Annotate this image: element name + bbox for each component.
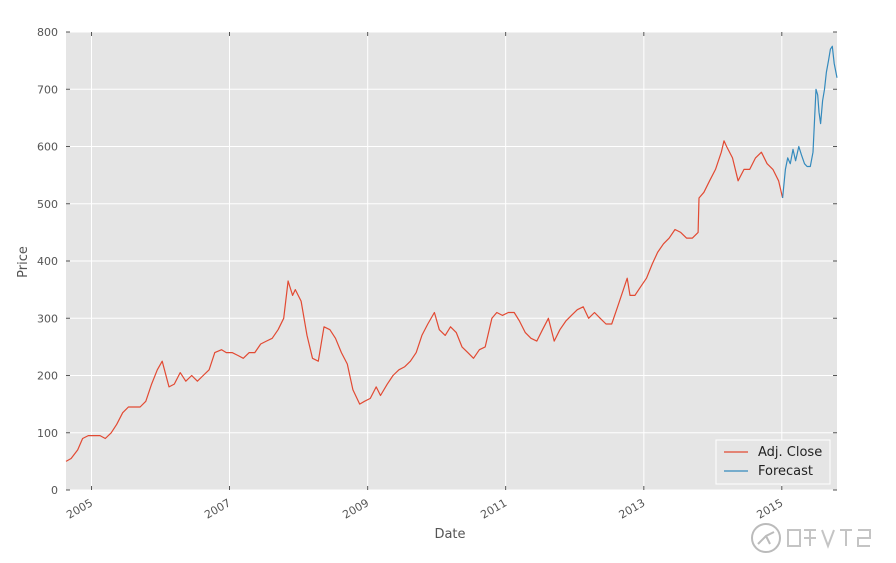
series-line-adj-close xyxy=(65,140,784,462)
y-tick-label: 400 xyxy=(37,255,58,268)
y-tick-label: 800 xyxy=(37,26,58,39)
watermark-circle-icon xyxy=(751,523,781,553)
y-tick-label: 600 xyxy=(37,141,58,154)
x-tick-label: 2011 xyxy=(478,496,509,521)
axis-ticks xyxy=(66,31,837,491)
legend: Adj. Close Forecast xyxy=(715,439,831,485)
x-tick-label: 2005 xyxy=(64,496,95,521)
x-axis-title: Date xyxy=(434,527,465,542)
watermark-plug-icon xyxy=(757,531,775,545)
series-lines xyxy=(65,45,838,462)
y-tick-label: 100 xyxy=(37,427,58,440)
x-tick-labels: 2005 2007 2009 2011 2013 2015 xyxy=(64,496,785,521)
x-tick-label: 2013 xyxy=(617,496,648,521)
y-tick-label: 500 xyxy=(37,198,58,211)
y-tick-labels: 0 100 200 300 400 500 600 700 800 xyxy=(37,26,58,497)
watermark-logo xyxy=(751,523,871,553)
legend-label-forecast: Forecast xyxy=(758,464,813,479)
y-tick-label: 0 xyxy=(51,484,58,497)
y-tick-label: 200 xyxy=(37,370,58,383)
grid-lines xyxy=(66,31,837,491)
x-tick-label: 2009 xyxy=(340,496,371,521)
y-tick-label: 700 xyxy=(37,83,58,96)
legend-box xyxy=(715,439,831,485)
watermark-lettering xyxy=(787,529,871,549)
series-line-forecast xyxy=(782,45,838,199)
x-tick-label: 2007 xyxy=(202,496,233,521)
legend-label-adj-close: Adj. Close xyxy=(758,445,822,460)
y-axis-title: Price xyxy=(16,246,31,278)
y-tick-label: 300 xyxy=(37,312,58,325)
